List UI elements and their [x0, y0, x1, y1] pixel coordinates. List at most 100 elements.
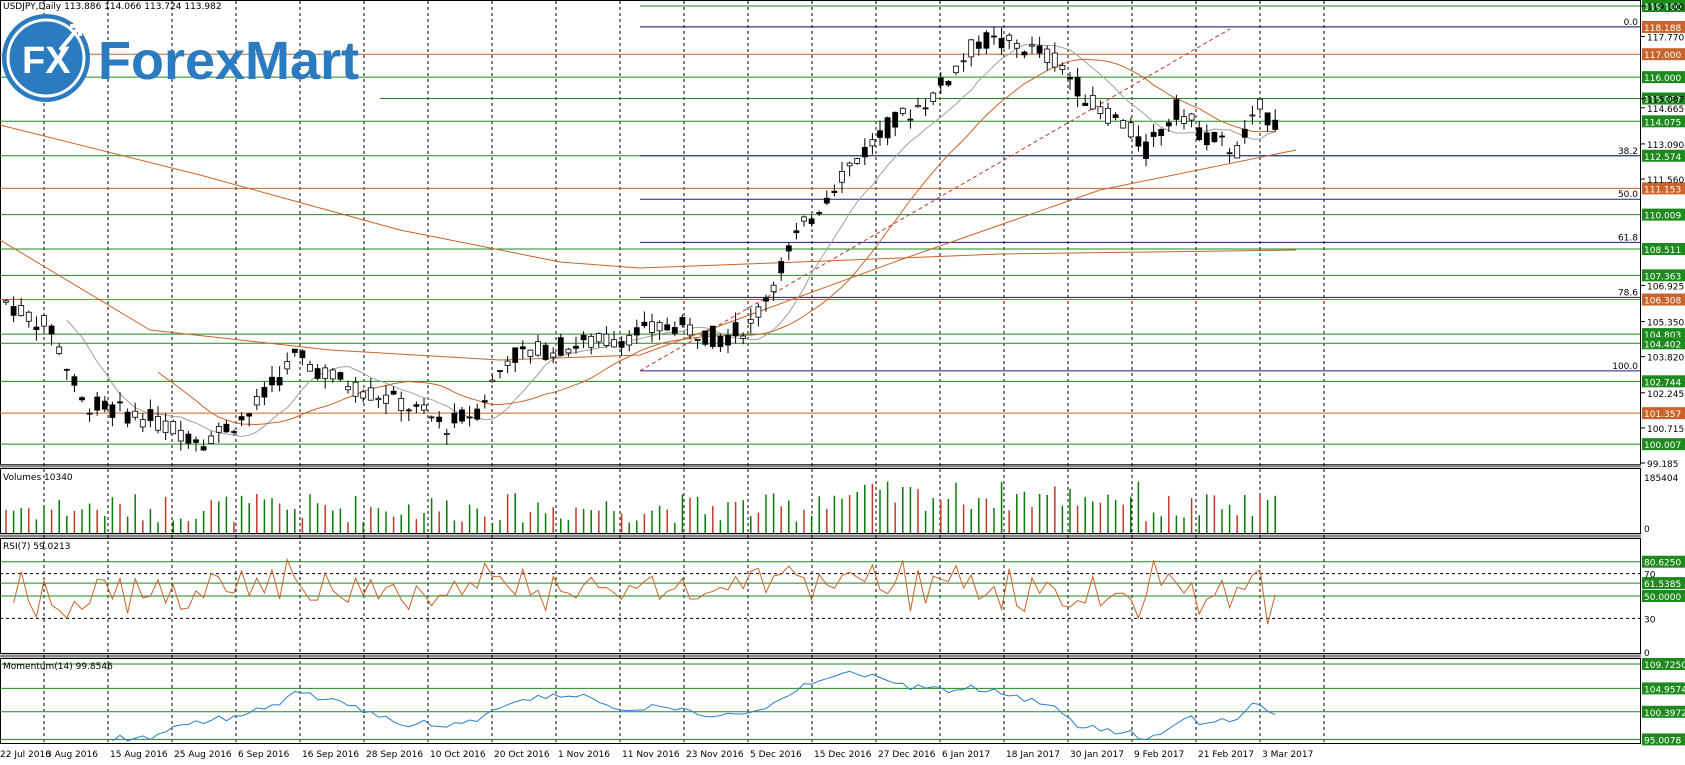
level-lines: 0.0 38.2 50.0 61.8 78.6 100.0	[0, 5, 1640, 445]
candle-body	[1051, 52, 1058, 68]
candle-body	[451, 412, 458, 424]
candle-body	[71, 376, 78, 386]
candle-body	[101, 400, 108, 410]
candle-body	[291, 348, 298, 353]
price-tick-label: 111.560	[1647, 176, 1684, 186]
candle-body	[725, 335, 731, 346]
candle-body	[337, 372, 344, 380]
candlesticks	[3, 26, 1279, 452]
rsi-label-box	[1642, 577, 1685, 590]
candle-body	[808, 218, 815, 225]
level-label-box	[1642, 20, 1685, 33]
candle-body	[1211, 132, 1218, 143]
candle-body	[223, 423, 230, 433]
candle-body	[215, 425, 222, 433]
candle-body	[117, 401, 123, 404]
candle-body	[1029, 44, 1035, 47]
candle-body	[595, 333, 602, 343]
candle-body	[671, 327, 678, 334]
candle-body	[481, 400, 488, 403]
candle-body	[322, 367, 329, 379]
candle-body	[276, 377, 283, 386]
candle-body	[1203, 132, 1210, 146]
candle-body	[307, 363, 313, 372]
candle-body	[930, 92, 937, 103]
level-label-box	[1642, 92, 1685, 105]
candle-body	[41, 315, 47, 327]
level-label: 114.075	[1644, 118, 1681, 128]
momentum-label-box	[1642, 657, 1685, 670]
time-tick-label: 16 Sep 2016	[302, 750, 359, 760]
candle-body	[975, 41, 982, 49]
candle-body	[679, 316, 686, 326]
candle-body	[709, 325, 716, 347]
candle-body	[884, 117, 891, 139]
candle-body	[269, 376, 275, 386]
candle-body	[1165, 122, 1172, 127]
momentum-panel-frame	[0, 658, 1641, 744]
price-tick-label: 119.100	[1647, 3, 1684, 13]
candle-body	[413, 404, 420, 407]
trend-line	[639, 28, 1231, 372]
candle-body	[960, 60, 967, 63]
candle-body	[649, 321, 655, 333]
candle-body	[1196, 127, 1203, 141]
candle-body	[892, 111, 899, 128]
level-label-box	[1642, 149, 1685, 162]
candle-body	[79, 397, 85, 401]
time-tick-label: 15 Dec 2016	[814, 750, 872, 760]
price-tick-label: 113.090	[1647, 141, 1684, 151]
candle-body	[641, 321, 648, 327]
fib-label: 100.0	[1612, 362, 1638, 372]
candle-body	[345, 386, 351, 391]
level-label: 108.511	[1644, 246, 1681, 256]
candle-body	[953, 65, 959, 74]
logo-brand: ForexMart	[98, 31, 359, 91]
candle-body	[1127, 122, 1134, 138]
logo-arrow-icon	[58, 24, 82, 52]
candle-body	[618, 341, 625, 348]
time-tick-label: 22 Jul 2016	[0, 750, 51, 760]
candle-body	[253, 396, 260, 406]
candle-body	[991, 35, 997, 38]
candle-body	[968, 39, 975, 58]
level-label: 116.000	[1644, 74, 1681, 84]
candle-body	[132, 410, 139, 418]
momentum-title: Momentum(14) 99.8546	[3, 662, 113, 672]
candle-body	[763, 297, 769, 302]
candle-body	[854, 158, 861, 164]
candle-body	[185, 433, 192, 444]
candle-body	[86, 412, 93, 415]
candle-body	[1249, 114, 1256, 117]
level-label-box	[1642, 208, 1685, 221]
rsi-line	[13, 557, 1276, 625]
candle-body	[877, 130, 883, 138]
logo-ring	[6, 18, 86, 98]
level-label-box	[1642, 182, 1685, 195]
moving-averages	[0, 43, 1297, 438]
level-label-box	[1642, 48, 1685, 61]
candle-body	[443, 432, 450, 435]
candle-body	[1241, 128, 1248, 138]
candle-body	[573, 345, 579, 349]
ma-fast	[66, 43, 1276, 438]
candle-body	[367, 387, 374, 401]
candle-body	[565, 348, 572, 354]
rsi-level-label: 61.5385	[1644, 580, 1681, 590]
momentum-level-label: 104.9574	[1644, 685, 1685, 695]
candle-body	[63, 368, 70, 371]
level-label-box	[1642, 375, 1685, 388]
candle-body	[421, 404, 427, 411]
time-tick-label: 23 Nov 2016	[686, 750, 744, 760]
candle-body	[846, 162, 853, 167]
candle-body	[1264, 112, 1271, 126]
time-tick-label: 30 Jan 2017	[1070, 750, 1124, 760]
candle-body	[1021, 51, 1028, 56]
momentum-level-label: 100.3972	[1644, 709, 1685, 719]
candle-body	[1135, 136, 1142, 147]
candle-body	[147, 409, 154, 421]
candle-body	[702, 330, 709, 345]
candle-body	[1120, 120, 1127, 129]
candle-body	[732, 322, 739, 337]
level-label-box	[1642, 115, 1685, 128]
